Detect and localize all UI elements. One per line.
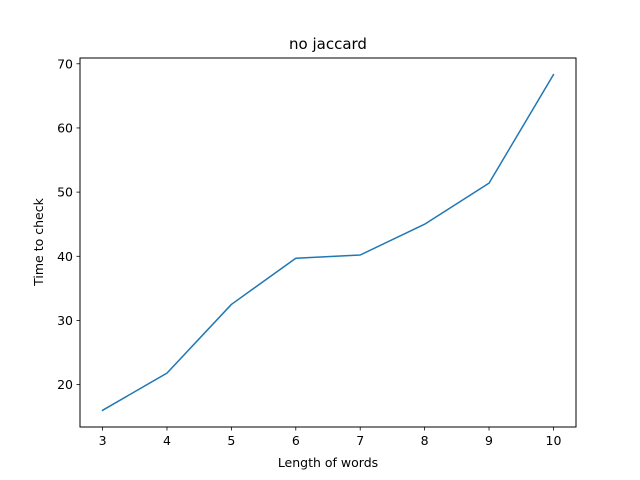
x-axis-label: Length of words: [278, 455, 378, 470]
y-tick-label-20: 20: [57, 377, 73, 392]
y-tick-label-60: 60: [57, 120, 73, 135]
y-axis: 20 30 40 50 60 70: [57, 56, 80, 392]
plot-area: [101, 73, 555, 412]
y-tick-label-40: 40: [57, 249, 73, 264]
y-tick-label-30: 30: [57, 313, 73, 328]
y-tick-label-70: 70: [57, 56, 73, 71]
x-tick-label-9: 9: [485, 433, 493, 448]
x-tick-label-10: 10: [546, 433, 562, 448]
series-line-0: [101, 73, 555, 412]
y-axis-label: Time to check: [31, 197, 46, 286]
x-axis: 3 4 5 6 7 8 9 10: [99, 427, 562, 448]
x-tick-label-3: 3: [99, 433, 107, 448]
x-tick-label-5: 5: [227, 433, 235, 448]
axes-frame: [79, 57, 577, 428]
x-tick-label-4: 4: [163, 433, 171, 448]
chart-title: no jaccard: [289, 35, 367, 53]
y-tick-label-50: 50: [57, 185, 73, 200]
x-tick-label-6: 6: [292, 433, 300, 448]
x-tick-label-7: 7: [356, 433, 364, 448]
x-tick-label-8: 8: [421, 433, 429, 448]
